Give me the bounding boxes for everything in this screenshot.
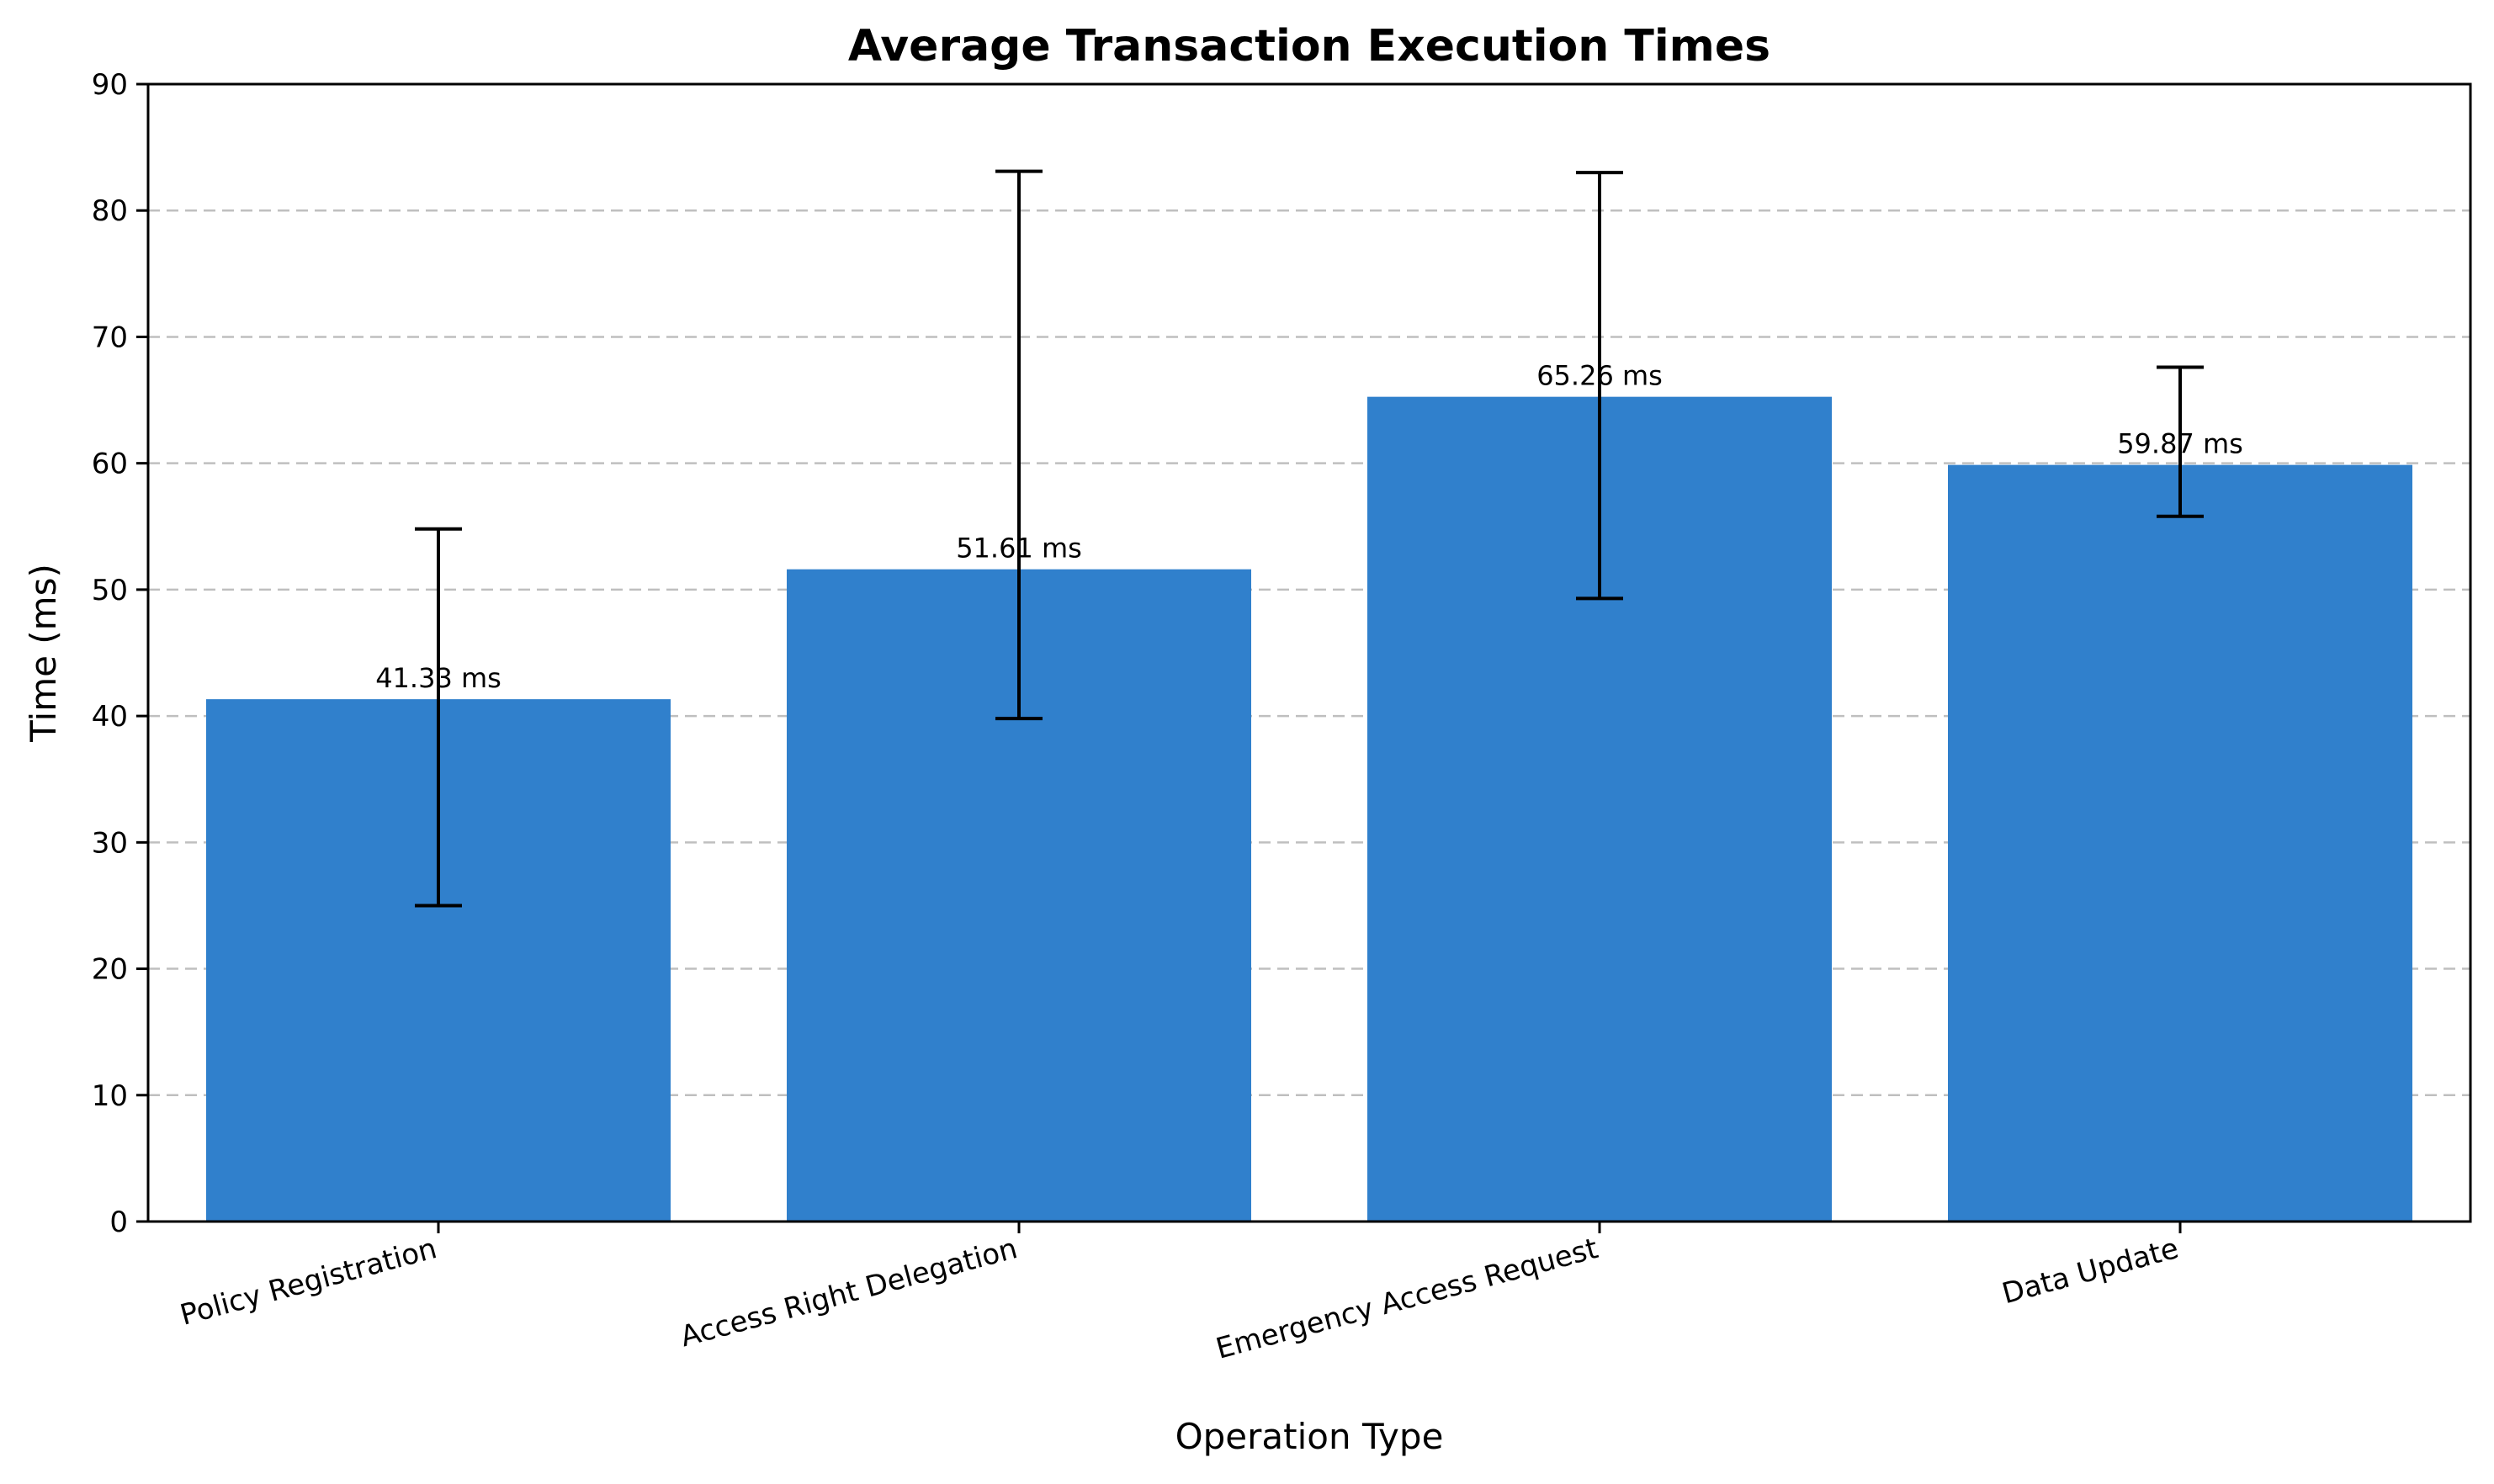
y-axis-ticks: 0 10 20 30 40 50 60 70 80 90 [92,68,148,1239]
y-tick-label: 40 [92,700,128,734]
chart-title: Average Transaction Execution Times [848,21,1770,72]
y-tick-label: 10 [92,1079,128,1113]
y-axis-label: Time (ms) [23,564,64,743]
y-tick-label: 60 [92,448,128,481]
y-tick-label: 90 [92,68,128,102]
x-axis-ticks: Policy Registration Access Right Delegati… [177,1222,2182,1366]
data-label: 59.87 ms [2117,428,2243,460]
x-tick-label: Policy Registration [177,1232,440,1333]
y-tick-label: 50 [92,574,128,607]
y-tick-label: 20 [92,953,128,987]
error-bars [415,169,2204,908]
bar [1948,464,2412,1222]
x-tick-label: Data Update [1998,1232,2182,1311]
x-axis-label: Operation Type [1175,1416,1444,1457]
x-tick-label: Access Right Delegation [677,1232,1021,1354]
y-tick-label: 30 [92,826,128,860]
x-tick-label: Emergency Access Request [1213,1232,1601,1366]
data-labels: 41.33 ms 51.61 ms 65.26 ms 59.87 ms [375,360,2243,694]
y-tick-label: 0 [109,1206,128,1239]
plot-frame [146,82,2472,1223]
data-label: 65.26 ms [1536,360,1663,392]
y-tick-label: 70 [92,321,128,354]
data-label: 51.61 ms [956,533,1082,564]
y-tick-label: 80 [92,194,128,228]
data-label: 41.33 ms [375,662,501,694]
bars [206,396,2412,1222]
